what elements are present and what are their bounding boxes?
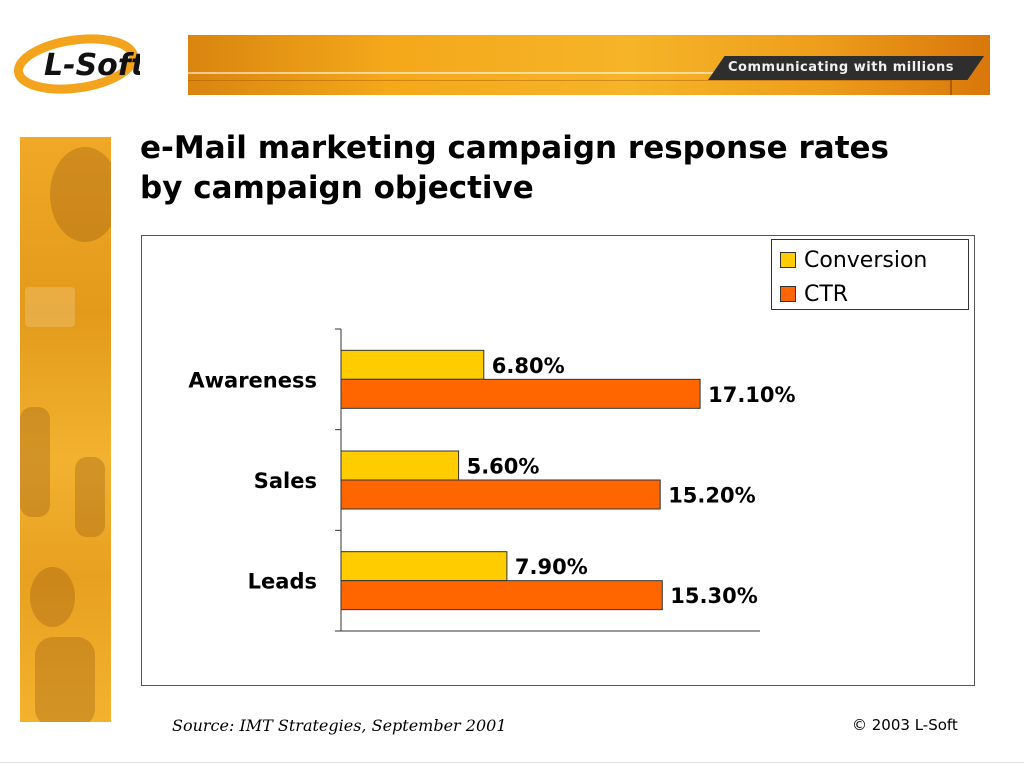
data-label-conversion-leads: 7.90% <box>515 555 588 579</box>
bar-ctr-leads <box>340 580 663 611</box>
bar-ctr-sales <box>340 479 661 510</box>
legend-item-ctr: CTR <box>780 281 849 307</box>
data-label-conversion-sales: 5.60% <box>467 455 540 479</box>
legend-label-conversion: Conversion <box>804 247 928 273</box>
data-label-ctr-leads: 15.30% <box>670 584 757 608</box>
bar-conversion-awareness <box>340 349 485 380</box>
bar-conversion-leads <box>340 551 508 582</box>
data-label-ctr-sales: 15.20% <box>668 484 755 508</box>
category-label-leads: Leads <box>248 570 317 594</box>
legend-item-conversion: Conversion <box>780 247 928 273</box>
sidebar-photo-strip <box>20 137 111 722</box>
legend-label-ctr: CTR <box>804 281 849 307</box>
category-label-awareness: Awareness <box>188 368 317 392</box>
chart-legend: Conversion CTR <box>771 239 969 310</box>
header-banner: Communicating with millions <box>188 35 990 95</box>
slide-title-line1: e-Mail marketing campaign response rates <box>140 130 889 166</box>
bar-conversion-sales <box>340 450 460 481</box>
data-label-conversion-awareness: 6.80% <box>492 354 565 378</box>
logo-text: L-Soft <box>44 48 140 83</box>
bottom-divider <box>0 762 1024 763</box>
legend-swatch-conversion <box>780 252 796 268</box>
banner-tagline: Communicating with millions <box>708 56 985 80</box>
slide-title: e-Mail marketing campaign response rates… <box>140 128 1000 208</box>
slide-title-line2: by campaign objective <box>140 170 534 206</box>
bar-ctr-awareness <box>340 378 701 409</box>
copyright-note: © 2003 L-Soft <box>852 716 958 734</box>
chart-frame <box>141 235 975 686</box>
source-note: Source: IMT Strategies, September 2001 <box>172 716 507 735</box>
legend-swatch-ctr <box>780 286 796 302</box>
category-label-sales: Sales <box>254 469 317 493</box>
data-label-ctr-awareness: 17.10% <box>708 383 795 407</box>
lsoft-logo: L-Soft <box>13 28 147 98</box>
